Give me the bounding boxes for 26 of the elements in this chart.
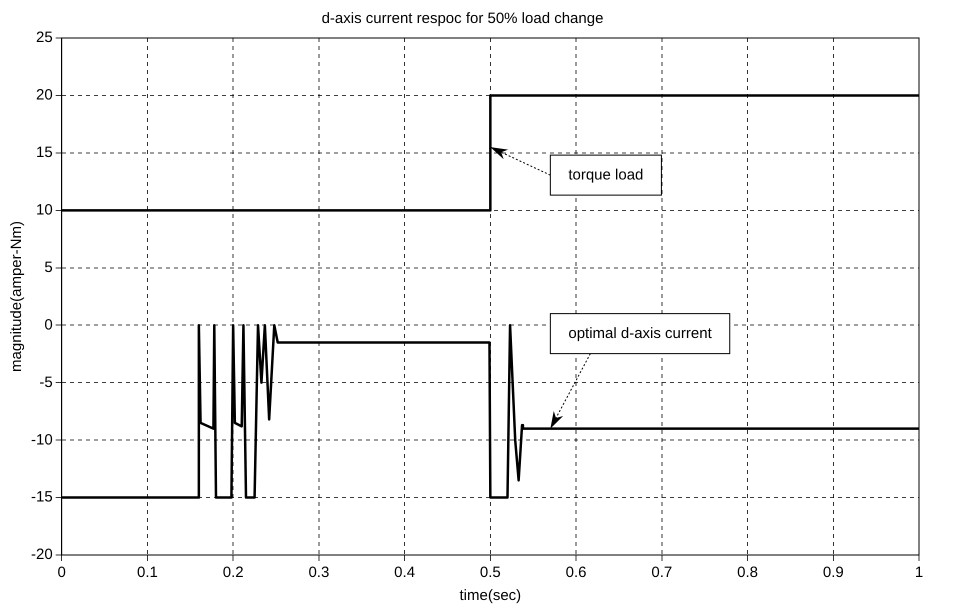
- x-axis-title: time(sec): [460, 587, 522, 604]
- y-tick-label: -15: [30, 488, 53, 506]
- y-tick-label: 20: [36, 86, 53, 104]
- x-tick-label: 0.6: [566, 564, 586, 582]
- y-tick-label: 15: [36, 144, 53, 162]
- x-tick-label: 0.3: [308, 564, 330, 582]
- x-tick-label: 0.2: [222, 564, 244, 582]
- x-tick-label: 0.1: [136, 564, 158, 582]
- y-axis-title: magnitude(amper-Nm): [8, 221, 26, 372]
- x-tick-label: 0.9: [822, 564, 844, 582]
- y-tick-label: -5: [39, 374, 53, 391]
- x-tick-label: 0.5: [480, 564, 501, 582]
- x-tick-label: 0.7: [651, 564, 672, 582]
- x-tick-label: 0.4: [394, 564, 416, 582]
- x-tick-label: 0.8: [737, 564, 758, 582]
- annotation: optimal d-axis current: [568, 324, 713, 342]
- y-tick-label: -20: [30, 546, 53, 564]
- y-tick-label: -10: [30, 431, 53, 448]
- annotation: torque load: [568, 166, 644, 184]
- y-tick-label: 5: [44, 258, 53, 276]
- x-tick-label: 0: [58, 564, 66, 582]
- chart-title: d-axis current respoc for 50% load change: [322, 10, 604, 28]
- y-tick-label: 25: [36, 29, 53, 46]
- x-tick-label: 1: [914, 564, 924, 582]
- y-tick-label: 10: [36, 201, 53, 218]
- y-tick-label: 0: [44, 316, 53, 334]
